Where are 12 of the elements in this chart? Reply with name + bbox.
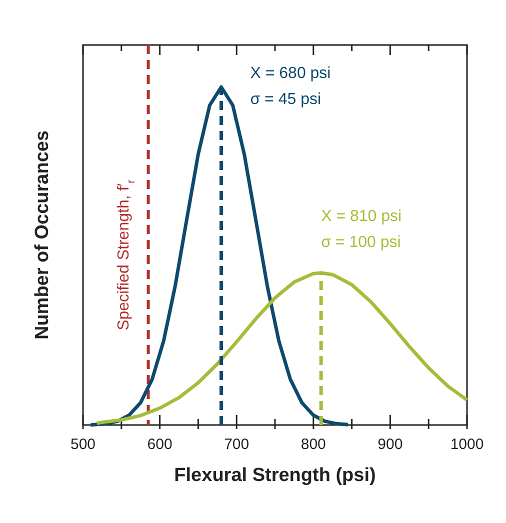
x-tick-label: 800 [300, 436, 326, 453]
x-tick-label: 1000 [450, 436, 484, 453]
annotation: X = 810 psi [321, 208, 402, 225]
annotation: σ = 100 psi [321, 234, 401, 251]
annotation: σ = 45 psi [250, 91, 322, 108]
x-tick-label: 500 [70, 436, 96, 453]
y-axis-title: Number of Occurances [32, 130, 53, 340]
x-axis-title: Flexural Strength (psi) [174, 465, 376, 486]
x-tick-label: 600 [147, 436, 172, 453]
x-tick-label: 900 [378, 436, 403, 453]
x-tick-label: 700 [224, 436, 250, 453]
text: X = 680 psi [250, 65, 331, 82]
